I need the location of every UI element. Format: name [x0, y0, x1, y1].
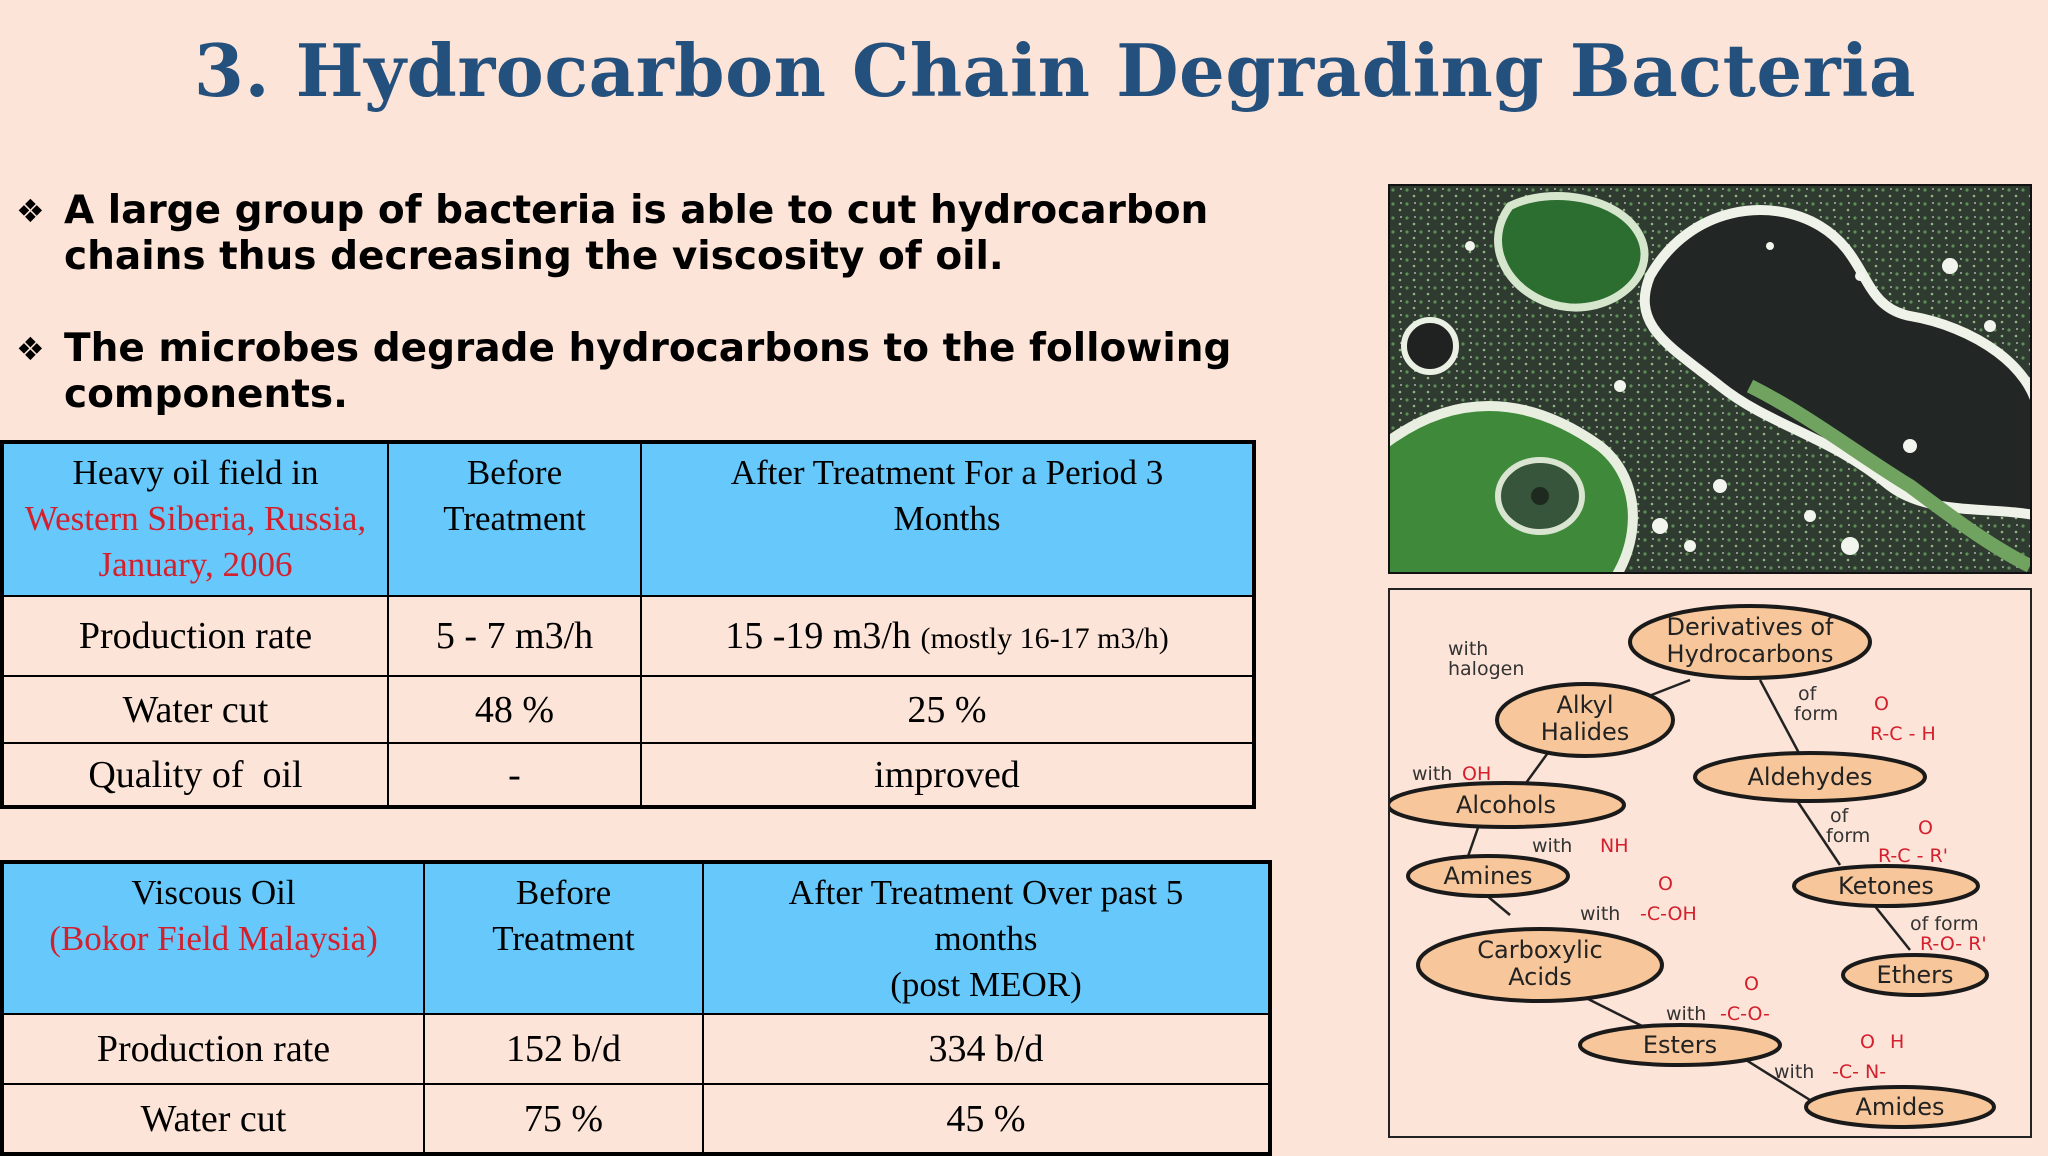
row-label: Quality of oil	[1, 742, 389, 808]
formula-nh2: NH	[1600, 835, 1629, 857]
siberia-results-table: Heavy oil field in Western Siberia, Russ…	[0, 440, 1256, 809]
node-amines: Amines	[1444, 862, 1533, 890]
formula-amide: -C- N-	[1832, 1061, 1886, 1083]
node-esters: Esters	[1643, 1031, 1717, 1059]
header-text: After Treatment Over past 5 months	[788, 873, 1184, 958]
header-location: Western Siberia, Russia, January, 2006	[24, 499, 367, 584]
bullet-item: ❖ The microbes degrade hydrocarbons to t…	[16, 326, 1356, 418]
table-header-row: Viscous Oil (Bokor Field Malaysia) Befor…	[1, 861, 1271, 1015]
node-alcohols: Alcohols	[1456, 791, 1556, 819]
row-label: Water cut	[1, 1083, 425, 1155]
bokor-results-table: Viscous Oil (Bokor Field Malaysia) Befor…	[0, 860, 1272, 1156]
formula-oxygen: O	[1874, 693, 1889, 715]
table-header-cell: Before Treatment	[423, 861, 704, 1015]
node-ethers: Ethers	[1877, 961, 1954, 989]
label-halogen: halogen	[1448, 658, 1524, 680]
formula-oxygen: O	[1658, 873, 1673, 895]
bullet-item: ❖ A large group of bacteria is able to c…	[16, 188, 1356, 280]
table-header-cell: After Treatment For a Period 3 Months	[640, 441, 1255, 597]
label-of: of	[1798, 683, 1818, 705]
formula-oxygen: O	[1744, 973, 1759, 995]
label-with-nh2: with	[1532, 835, 1572, 857]
node-amides: Amides	[1856, 1093, 1945, 1121]
after-value: 334 b/d	[702, 1013, 1271, 1085]
after-value: improved	[640, 742, 1255, 808]
bullet-text: The microbes degrade hydrocarbons to the…	[64, 326, 1232, 417]
table-row: Quality of oil - improved	[1, 742, 1255, 808]
node-ketones: Ketones	[1838, 872, 1934, 900]
before-value: 152 b/d	[423, 1013, 704, 1085]
label-of-2: of	[1830, 805, 1850, 827]
table-header-cell: Heavy oil field in Western Siberia, Russ…	[1, 441, 389, 597]
after-value: 15 -19 m3/h (mostly 16-17 m3/h)	[640, 595, 1255, 677]
page-title: 3. Hydrocarbon Chain Degrading Bacteria	[193, 28, 1917, 113]
header-text: Before Treatment	[492, 873, 635, 958]
table-row: Production rate 5 - 7 m3/h 15 -19 m3/h (…	[1, 595, 1255, 677]
node-alkyl-line1: Alkyl	[1557, 691, 1614, 719]
hydrocarbon-derivatives-diagram: Derivatives of Hydrocarbons Alkyl Halide…	[1386, 588, 2032, 1138]
header-text: After Treatment For a Period 3 Months	[730, 453, 1164, 538]
header-text: (post MEOR)	[890, 965, 1082, 1004]
node-derivatives-line1: Derivatives of	[1666, 613, 1834, 641]
diamond-bullet-icon: ❖	[16, 192, 45, 230]
derivatives-graphic: Derivatives of Hydrocarbons Alkyl Halide…	[1386, 604, 1996, 1129]
after-value-note: (mostly 16-17 m3/h)	[920, 622, 1169, 655]
before-value: -	[387, 742, 642, 808]
formula-hydrogen: H	[1890, 1031, 1904, 1053]
table-row: Water cut 48 % 25 %	[1, 675, 1255, 744]
after-value-text: 15 -19 m3/h	[725, 615, 911, 657]
label-with-oh: with	[1412, 763, 1452, 785]
node-carboxylic-line1: Carboxylic	[1477, 936, 1602, 964]
before-value: 48 %	[387, 675, 642, 744]
formula-cooh: -C-OH	[1640, 903, 1697, 925]
table-row: Water cut 75 % 45 %	[1, 1083, 1271, 1155]
before-value: 75 %	[423, 1083, 704, 1155]
label-with-cooh: with	[1580, 903, 1620, 925]
formula-ether: R-O- R'	[1920, 933, 1987, 955]
formula-oxygen: O	[1860, 1031, 1875, 1053]
bacteria-micrograph-image	[1388, 184, 2032, 574]
node-aldehydes: Aldehydes	[1747, 763, 1872, 791]
label-with: with	[1448, 638, 1488, 660]
table-header-cell: Viscous Oil (Bokor Field Malaysia)	[1, 861, 425, 1015]
node-carboxylic-line2: Acids	[1508, 963, 1572, 991]
bullet-text: A large group of bacteria is able to cut…	[64, 188, 1209, 279]
after-value: 25 %	[640, 675, 1255, 744]
node-alkyl-line2: Halides	[1541, 718, 1630, 746]
node-derivatives-line2: Hydrocarbons	[1667, 640, 1834, 668]
label-form-2: form	[1826, 825, 1870, 847]
diamond-bullet-icon: ❖	[16, 330, 45, 368]
row-label: Production rate	[1, 1013, 425, 1085]
formula-oh: OH	[1462, 763, 1491, 785]
header-text: Viscous Oil	[131, 873, 296, 912]
formula-coo: -C-O-	[1720, 1003, 1770, 1025]
label-of-form-3: of form	[1910, 913, 1979, 935]
micrograph-graphic	[1390, 186, 2030, 572]
before-value: 5 - 7 m3/h	[387, 595, 642, 677]
label-form: form	[1794, 703, 1838, 725]
table-header-cell: After Treatment Over past 5 months (post…	[702, 861, 1271, 1015]
bullet-list: ❖ A large group of bacteria is able to c…	[16, 188, 1356, 464]
label-with-cn: with	[1774, 1061, 1814, 1083]
label-with-coo: with	[1666, 1003, 1706, 1025]
formula-oxygen: O	[1918, 817, 1933, 839]
header-location: (Bokor Field Malaysia)	[49, 919, 378, 958]
header-text: Heavy oil field in	[72, 453, 319, 492]
table-header-cell: Before Treatment	[387, 441, 642, 597]
formula-aldehyde: R-C - H	[1870, 723, 1936, 745]
row-label: Water cut	[1, 675, 389, 744]
formula-ketone: R-C - R'	[1878, 845, 1948, 867]
table-row: Production rate 152 b/d 334 b/d	[1, 1013, 1271, 1085]
after-value: 45 %	[702, 1083, 1271, 1155]
header-text: Before Treatment	[443, 453, 586, 538]
table-header-row: Heavy oil field in Western Siberia, Russ…	[1, 441, 1255, 597]
row-label: Production rate	[1, 595, 389, 677]
